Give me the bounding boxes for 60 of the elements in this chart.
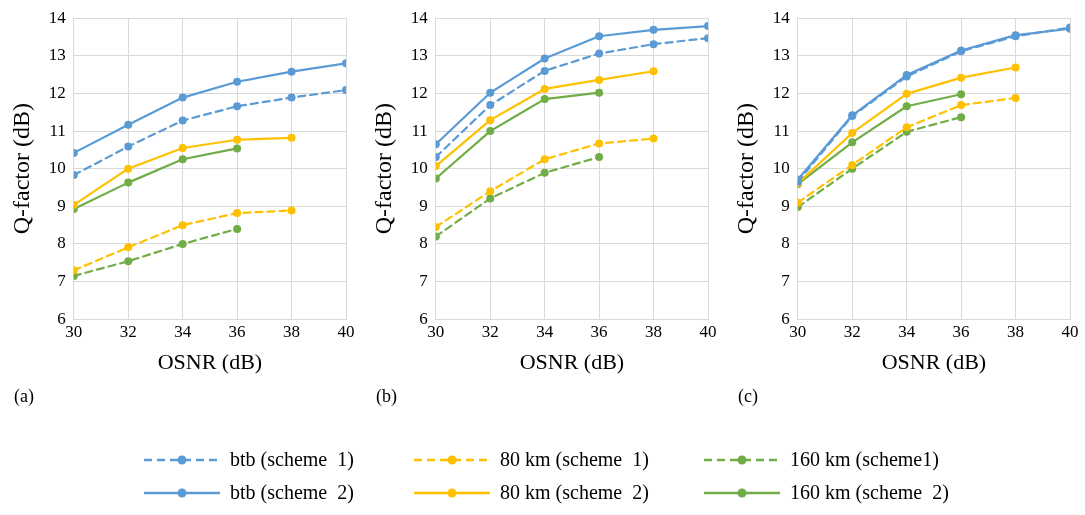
x-tick-label: 38 [283,321,301,341]
y-tick-label: 9 [419,195,428,215]
x-axis-title: OSNR (dB) [519,348,625,374]
y-tick-label: 8 [57,233,66,253]
x-tick-label: 38 [1007,321,1025,341]
legend-label: 80 km (scheme 1) [500,448,649,471]
y-tick-label: 13 [410,45,428,65]
x-tick-label: 30 [427,321,445,341]
y-tick-label: 6 [781,308,790,328]
y-tick-label: 9 [57,195,66,215]
y-axis-title: Q-factor (dB) [7,103,34,235]
y-tick-label: 6 [57,308,66,328]
text: (c) [738,386,758,407]
y-tick-label: 14 [410,7,429,27]
y-tick-label: 8 [419,233,428,253]
y-axis-title: Q-factor (dB) [731,103,758,235]
x-tick-label: 32 [481,321,499,341]
text: (b) [376,386,397,407]
y-tick-label: 12 [772,82,790,102]
legend-label: 160 km (scheme 2) [790,481,949,504]
y-tick-label: 9 [781,195,790,215]
legend-label: btb (scheme 1) [230,448,354,471]
x-tick-label: 40 [1061,321,1079,341]
x-tick-label: 30 [65,321,83,341]
legend-label: btb (scheme 2) [230,481,354,504]
x-tick-label: 36 [952,321,970,341]
y-tick-label: 11 [49,120,66,140]
y-tick-label: 11 [411,120,428,140]
y-tick-label: 8 [781,233,790,253]
y-tick-label: 10 [772,158,790,178]
y-tick-label: 14 [772,7,791,27]
y-axis-title: Q-factor (dB) [369,103,396,235]
y-tick-label: 14 [48,7,67,27]
y-tick-label: 13 [772,45,790,65]
x-tick-label: 34 [174,321,192,341]
x-tick-label: 32 [119,321,137,341]
x-tick-label: 30 [789,321,807,341]
y-tick-label: 7 [57,271,67,291]
y-tick-label: 10 [48,158,66,178]
x-tick-label: 34 [898,321,916,341]
y-tick-label: 11 [773,120,790,140]
legend-label: 160 km (scheme1) [790,448,939,471]
x-tick-label: 38 [645,321,663,341]
x-tick-label: 40 [699,321,717,341]
y-tick-label: 7 [419,271,429,291]
x-tick-label: 34 [536,321,554,341]
x-tick-label: 36 [590,321,608,341]
y-tick-label: 7 [781,271,791,291]
legend-label: 80 km (scheme 2) [500,481,649,504]
x-axis-title: OSNR (dB) [157,348,263,374]
x-tick-label: 36 [228,321,246,341]
y-tick-label: 6 [419,308,428,328]
y-tick-label: 13 [48,45,66,65]
x-axis-title: OSNR (dB) [881,348,987,374]
y-tick-label: 12 [48,82,66,102]
text: (a) [14,386,34,407]
y-tick-label: 12 [410,82,428,102]
x-tick-label: 32 [843,321,861,341]
y-tick-label: 10 [410,158,428,178]
x-tick-label: 40 [337,321,355,341]
